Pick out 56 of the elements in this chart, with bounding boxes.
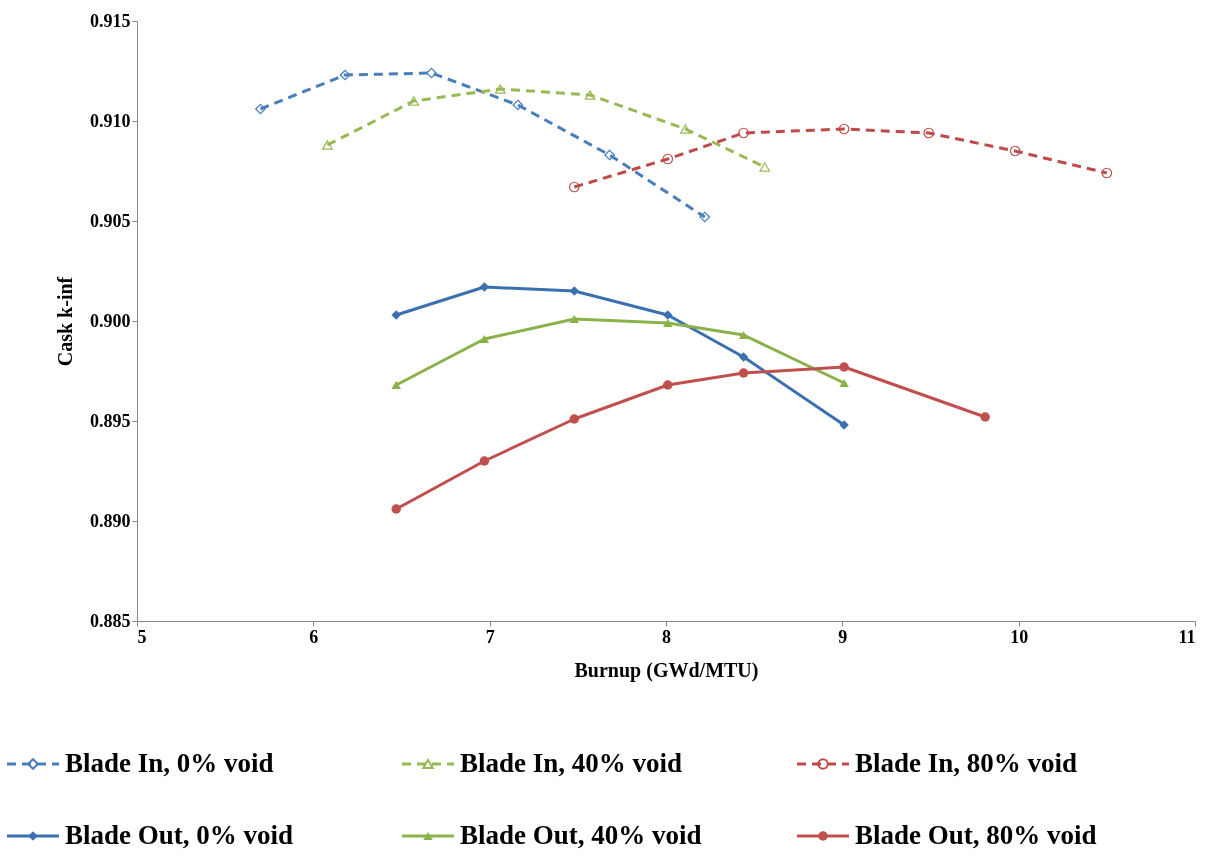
legend-label: Blade Out, 40% void — [460, 820, 702, 850]
point — [1009, 145, 1021, 157]
point — [759, 162, 771, 172]
y-axis-title: Cask k-inf — [54, 276, 76, 367]
point — [391, 504, 401, 514]
x-tick-label: 10 — [1010, 626, 1029, 647]
y-tick-label: 0.890 — [90, 510, 131, 531]
y-tick-label: 0.895 — [90, 410, 131, 431]
point — [838, 123, 850, 135]
point — [391, 380, 401, 390]
legend-label: Blade In, 0% void — [65, 748, 274, 778]
point — [699, 211, 711, 223]
point — [604, 149, 615, 161]
point — [569, 286, 580, 296]
legend-label: Blade Out, 0% void — [65, 820, 294, 850]
x-tick-label: 11 — [1178, 626, 1196, 647]
point — [738, 330, 749, 340]
point — [479, 334, 490, 344]
point — [663, 318, 673, 328]
y-tick-label: 0.900 — [90, 310, 131, 331]
point — [680, 124, 691, 134]
point — [569, 414, 580, 424]
legend-label: Blade In, 40% void — [460, 748, 683, 778]
point — [479, 456, 490, 466]
x-axis-title: Burnup (GWd/MTU) — [574, 658, 759, 682]
x-tick-label: 6 — [309, 626, 319, 647]
point — [494, 84, 506, 94]
x-tick-label: 9 — [838, 626, 848, 647]
y-tick-label: 0.885 — [90, 610, 131, 631]
point — [426, 67, 437, 79]
point — [738, 127, 749, 139]
point — [339, 69, 351, 81]
point — [408, 96, 420, 106]
point — [738, 368, 749, 378]
y-tick-label: 0.915 — [90, 10, 131, 31]
point — [1101, 167, 1113, 179]
point — [662, 153, 674, 165]
point — [839, 362, 849, 372]
point — [568, 181, 580, 193]
point — [569, 314, 580, 324]
y-tick-label: 0.905 — [90, 210, 131, 231]
x-tick-label: 5 — [137, 626, 147, 647]
point — [512, 99, 524, 111]
x-tick-label: 8 — [662, 626, 671, 647]
x-tick-label: 7 — [485, 626, 495, 647]
point — [663, 380, 673, 390]
point — [255, 103, 266, 115]
legend-label: Blade Out, 80% void — [855, 820, 1097, 850]
point — [839, 378, 849, 388]
y-tick-label: 0.910 — [90, 110, 131, 131]
point — [980, 412, 990, 422]
point — [738, 352, 749, 362]
point — [322, 140, 333, 150]
legend-label: Blade In, 80% void — [855, 748, 1078, 778]
point — [584, 90, 596, 100]
point — [923, 127, 935, 139]
